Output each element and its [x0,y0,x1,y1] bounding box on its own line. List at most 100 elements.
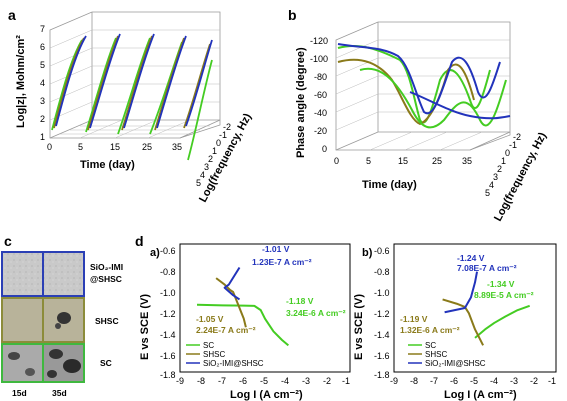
svg-text:-0.8: -0.8 [160,267,176,277]
panel-a-curves [51,33,213,161]
svg-text:-4: -4 [281,376,289,386]
svg-text:6: 6 [40,42,45,52]
panel-c-label: c [4,233,12,249]
svg-text:-1.0: -1.0 [374,288,390,298]
svg-text:3: 3 [204,162,209,172]
ann-b-sc-i: 8.89E-5 A cm⁻² [474,290,534,300]
svg-text:-1.2: -1.2 [160,309,176,319]
svg-text:-7: -7 [430,376,438,386]
svg-text:5: 5 [78,142,83,152]
svg-text:-1.8: -1.8 [374,370,390,380]
panel-b-grid [335,39,510,151]
b-curve-sc-b [359,67,507,129]
svg-text:-40: -40 [314,108,327,118]
svg-text:-120: -120 [310,36,328,46]
ann-b-imi-i: 7.08E-7 A cm⁻² [457,263,517,273]
panel-d-b: b) -1.24 V 7.08E-7 A cm⁻² -1.34 V 8.89E-… [353,243,557,401]
svg-text:-1.6: -1.6 [374,351,390,361]
ann-b-imi-v: -1.24 V [457,253,485,263]
panel-b-yticks: -2 -1 0 1 2 3 4 5 [485,132,521,198]
svg-text:0: 0 [216,138,221,148]
svg-text:-1.4: -1.4 [160,330,176,340]
svg-text:3: 3 [493,172,498,182]
svg-text:1: 1 [212,146,217,156]
panel-b-box [335,21,511,151]
svg-text:7: 7 [40,24,45,34]
panel-a-zlabel: Log|z|, Mohm/cm² [15,35,27,128]
panel-c: c SiO₂-IMI @SHSC SHSC SC 15d 35d [1,233,123,398]
svg-text:SC: SC [203,341,214,350]
svg-text:-9: -9 [390,376,398,386]
panel-a-xlabel: Time (day) [80,159,135,171]
sub-a-ylabel: E vs SCE (V) [139,294,151,360]
svg-text:-3: -3 [302,376,310,386]
svg-text:-2: -2 [530,376,538,386]
panel-d-a: a) -1.01 V 1.23E-7 A cm⁻² -1.18 V 3.24E-… [139,243,351,401]
ann-a-shsc-i: 2.24E-7 A cm⁻² [196,325,256,335]
svg-text:-20: -20 [314,126,327,136]
svg-text:1: 1 [40,132,45,142]
svg-text:-1: -1 [548,376,556,386]
svg-text:-1.0: -1.0 [160,288,176,298]
sub-a-series [196,266,290,347]
b-curve-imi [337,43,501,115]
ann-b-shsc-i: 1.32E-6 A cm⁻² [400,325,460,335]
svg-text:5: 5 [40,60,45,70]
svg-text:4: 4 [200,170,205,180]
sub-a-xlabel: Log I (A cm⁻²) [230,389,303,401]
a-curve-imi-t15 [123,33,155,129]
a-curve-sc-t35 [187,59,213,161]
sub-b-yticks: -0.6 -0.8 -1.0 -1.2 -1.4 -1.6 -1.8 [374,246,390,380]
svg-text:15: 15 [110,142,120,152]
svg-text:SiO₂-IMI@SHSC: SiO₂-IMI@SHSC [203,359,264,368]
panel-b-ylabel: Log(frequency, Hz) [492,130,549,223]
svg-text:-2: -2 [513,132,521,142]
panel-a-box [49,11,221,139]
sem-sc-15d [1,343,44,383]
panel-a-zticks: 1 2 3 4 5 6 7 [40,24,45,142]
row-label-imi-1: SiO₂-IMI [90,262,123,272]
ann-a-sc-i: 3.24E-6 A cm⁻² [286,308,346,318]
series-shsc-line [442,298,484,346]
svg-text:SHSC: SHSC [203,350,225,359]
a-curve-sc-t15 [117,37,151,135]
svg-text:5: 5 [366,156,371,166]
panel-b-label: b [288,7,297,23]
legend-b: SC SHSC SiO₂-IMI@SHSC [408,341,486,368]
a-curve-shsc-t15 [121,35,153,131]
svg-text:-7: -7 [218,376,226,386]
col-label-35d: 35d [52,388,67,398]
panel-d-label: d [135,233,144,249]
svg-text:0: 0 [334,156,339,166]
panel-a-xticks: 0 5 15 25 35 [47,142,182,152]
svg-text:-1: -1 [342,376,350,386]
ann-b-shsc-v: -1.19 V [400,314,428,324]
a-curve-shsc-t0 [53,37,85,129]
svg-text:1: 1 [501,156,506,166]
svg-text:3: 3 [40,96,45,106]
series-sc-line [196,303,290,347]
panel-b-curves [337,43,511,129]
row-label-shsc: SHSC [95,316,119,326]
svg-text:35: 35 [462,156,472,166]
svg-text:-0.6: -0.6 [374,246,390,256]
a-curve-shsc-t25 [154,37,185,131]
svg-text:-8: -8 [197,376,205,386]
series-imi-line [223,266,241,301]
svg-text:0: 0 [322,144,327,154]
svg-text:4: 4 [489,180,494,190]
svg-text:SC: SC [425,341,436,350]
svg-text:-80: -80 [314,72,327,82]
svg-text:-4: -4 [490,376,498,386]
svg-text:2: 2 [40,114,45,124]
svg-text:25: 25 [142,142,152,152]
legend-a: SC SHSC SiO₂-IMI@SHSC [186,341,264,368]
svg-text:-1: -1 [509,140,517,150]
ann-b-sc-v: -1.34 V [487,279,515,289]
svg-text:-1.4: -1.4 [374,330,390,340]
sub-b-xlabel: Log I (A cm⁻²) [444,389,517,401]
svg-text:25: 25 [432,156,442,166]
ann-a-sc-v: -1.18 V [286,296,314,306]
sub-b-xticks: -9 -8 -7 -6 -5 -4 -3 -2 -1 [390,376,556,386]
sem-shsc-15d [1,297,44,343]
